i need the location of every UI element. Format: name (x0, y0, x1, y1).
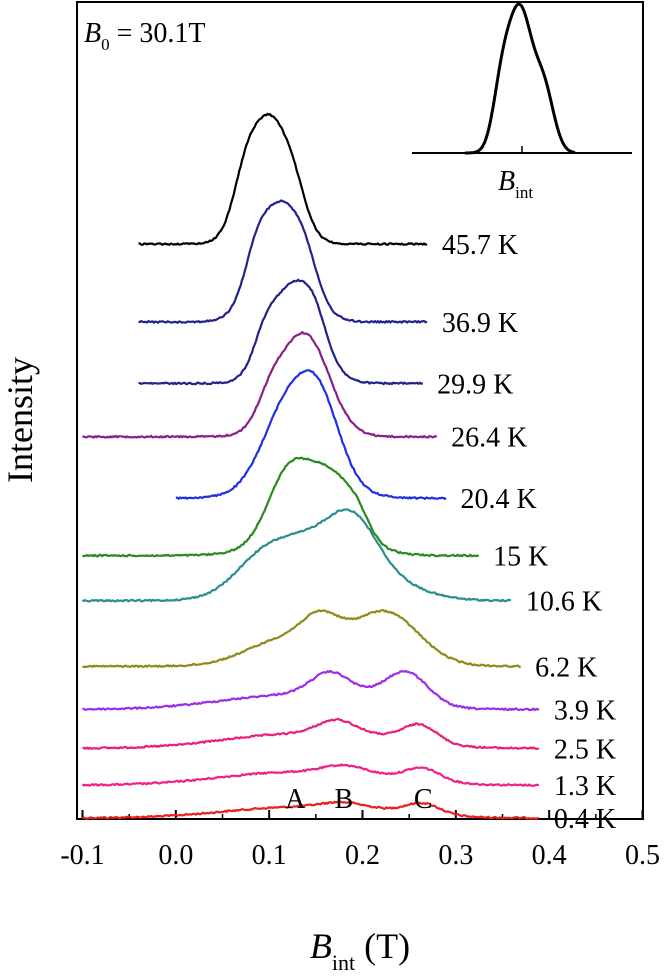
series-line-3-9-K (82, 669, 540, 712)
field-label: B0 = 30.1T (84, 18, 206, 54)
inset-xlabel: Bint (498, 166, 533, 202)
series-label: 29.9 K (437, 369, 513, 400)
series-label: 0.4 K (554, 804, 616, 835)
y-axis-label: Intensity (0, 357, 40, 483)
series-label: 15 K (493, 542, 548, 573)
inset-plot: Bint (412, 2, 632, 202)
series-line-20-4-K (175, 369, 447, 500)
series-label: 36.9 K (442, 308, 518, 339)
series-line-0-4-K (82, 800, 539, 820)
series-line-45-7-K (138, 112, 428, 246)
series-label: 45.7 K (442, 230, 518, 261)
series-label: 2.5 K (554, 734, 616, 765)
x-tick-label: -0.1 (60, 840, 104, 871)
series-line-29-9-K (138, 278, 424, 386)
x-tick-label: 0.0 (158, 840, 193, 871)
plot-frame (76, 1, 644, 820)
series-label: 3.9 K (554, 695, 616, 726)
x-tick-label: 0.3 (438, 840, 473, 871)
x-tick-label: 0.4 (532, 840, 567, 871)
peak-label: C (414, 784, 433, 815)
peak-label: A (285, 784, 306, 815)
series-label: 26.4 K (451, 423, 527, 454)
series-line-26-4-K (82, 331, 438, 439)
series-label: 10.6 K (526, 587, 602, 618)
series-line-10-6-K (81, 508, 512, 603)
series-line-15-K (82, 456, 480, 558)
series-label: 1.3 K (554, 771, 616, 802)
series-line-6-2-K (82, 609, 521, 669)
temperature-labels: 0.4 K1.3 K 2.5 K 3.9 K 6.2 K 10.6 K 15 K 20.4 … (437, 230, 616, 835)
series-line-1-3-K (81, 763, 539, 787)
series-line-2-5-K (82, 718, 540, 750)
x-tick-label: 0.5 (625, 840, 660, 871)
x-axis-ticks: -0.1 0.0 0.1 0.2 0.3 0.4 0.5 (60, 810, 660, 871)
spectra-series (81, 112, 540, 820)
series-line-36-9-K (138, 199, 428, 324)
x-tick-label: 0.2 (345, 840, 380, 871)
x-tick-label: 0.1 (252, 840, 287, 871)
inset-line (465, 2, 576, 155)
x-axis-label: Bint (T) (310, 926, 410, 975)
peak-label: B (334, 784, 353, 815)
series-label: 6.2 K (535, 652, 597, 683)
series-label: 20.4 K (461, 484, 537, 515)
